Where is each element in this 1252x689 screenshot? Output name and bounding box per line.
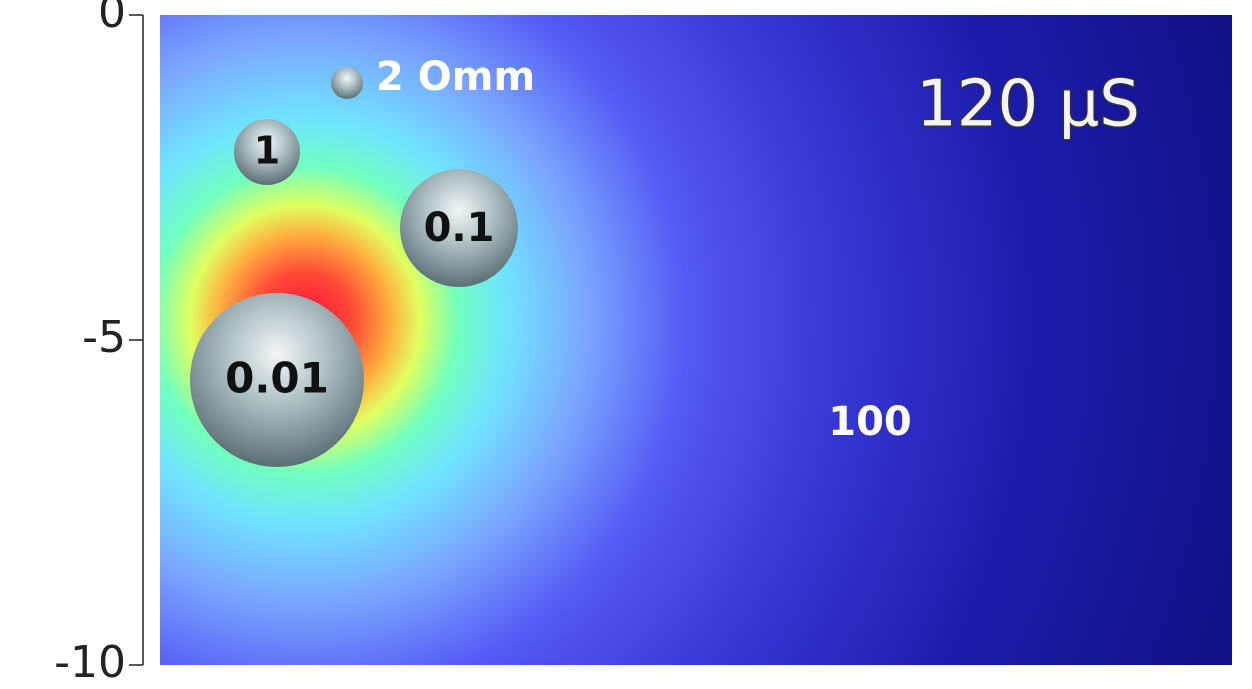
sphere [331, 67, 363, 99]
sphere-label: 1 [254, 129, 280, 173]
y-tick-label: 0 [98, 0, 126, 38]
sphere [190, 293, 364, 467]
y-tick-label: -5 [82, 312, 126, 363]
time-label: 120 μS [916, 68, 1140, 142]
y-tick-label: -10 [54, 637, 126, 688]
sphere [400, 169, 518, 287]
field-label: 100 [828, 399, 912, 445]
sphere-label: 0.01 [225, 354, 329, 403]
sphere [234, 119, 300, 185]
sphere-label: 2 Omm [376, 54, 535, 100]
sphere-label: 0.1 [424, 205, 495, 251]
